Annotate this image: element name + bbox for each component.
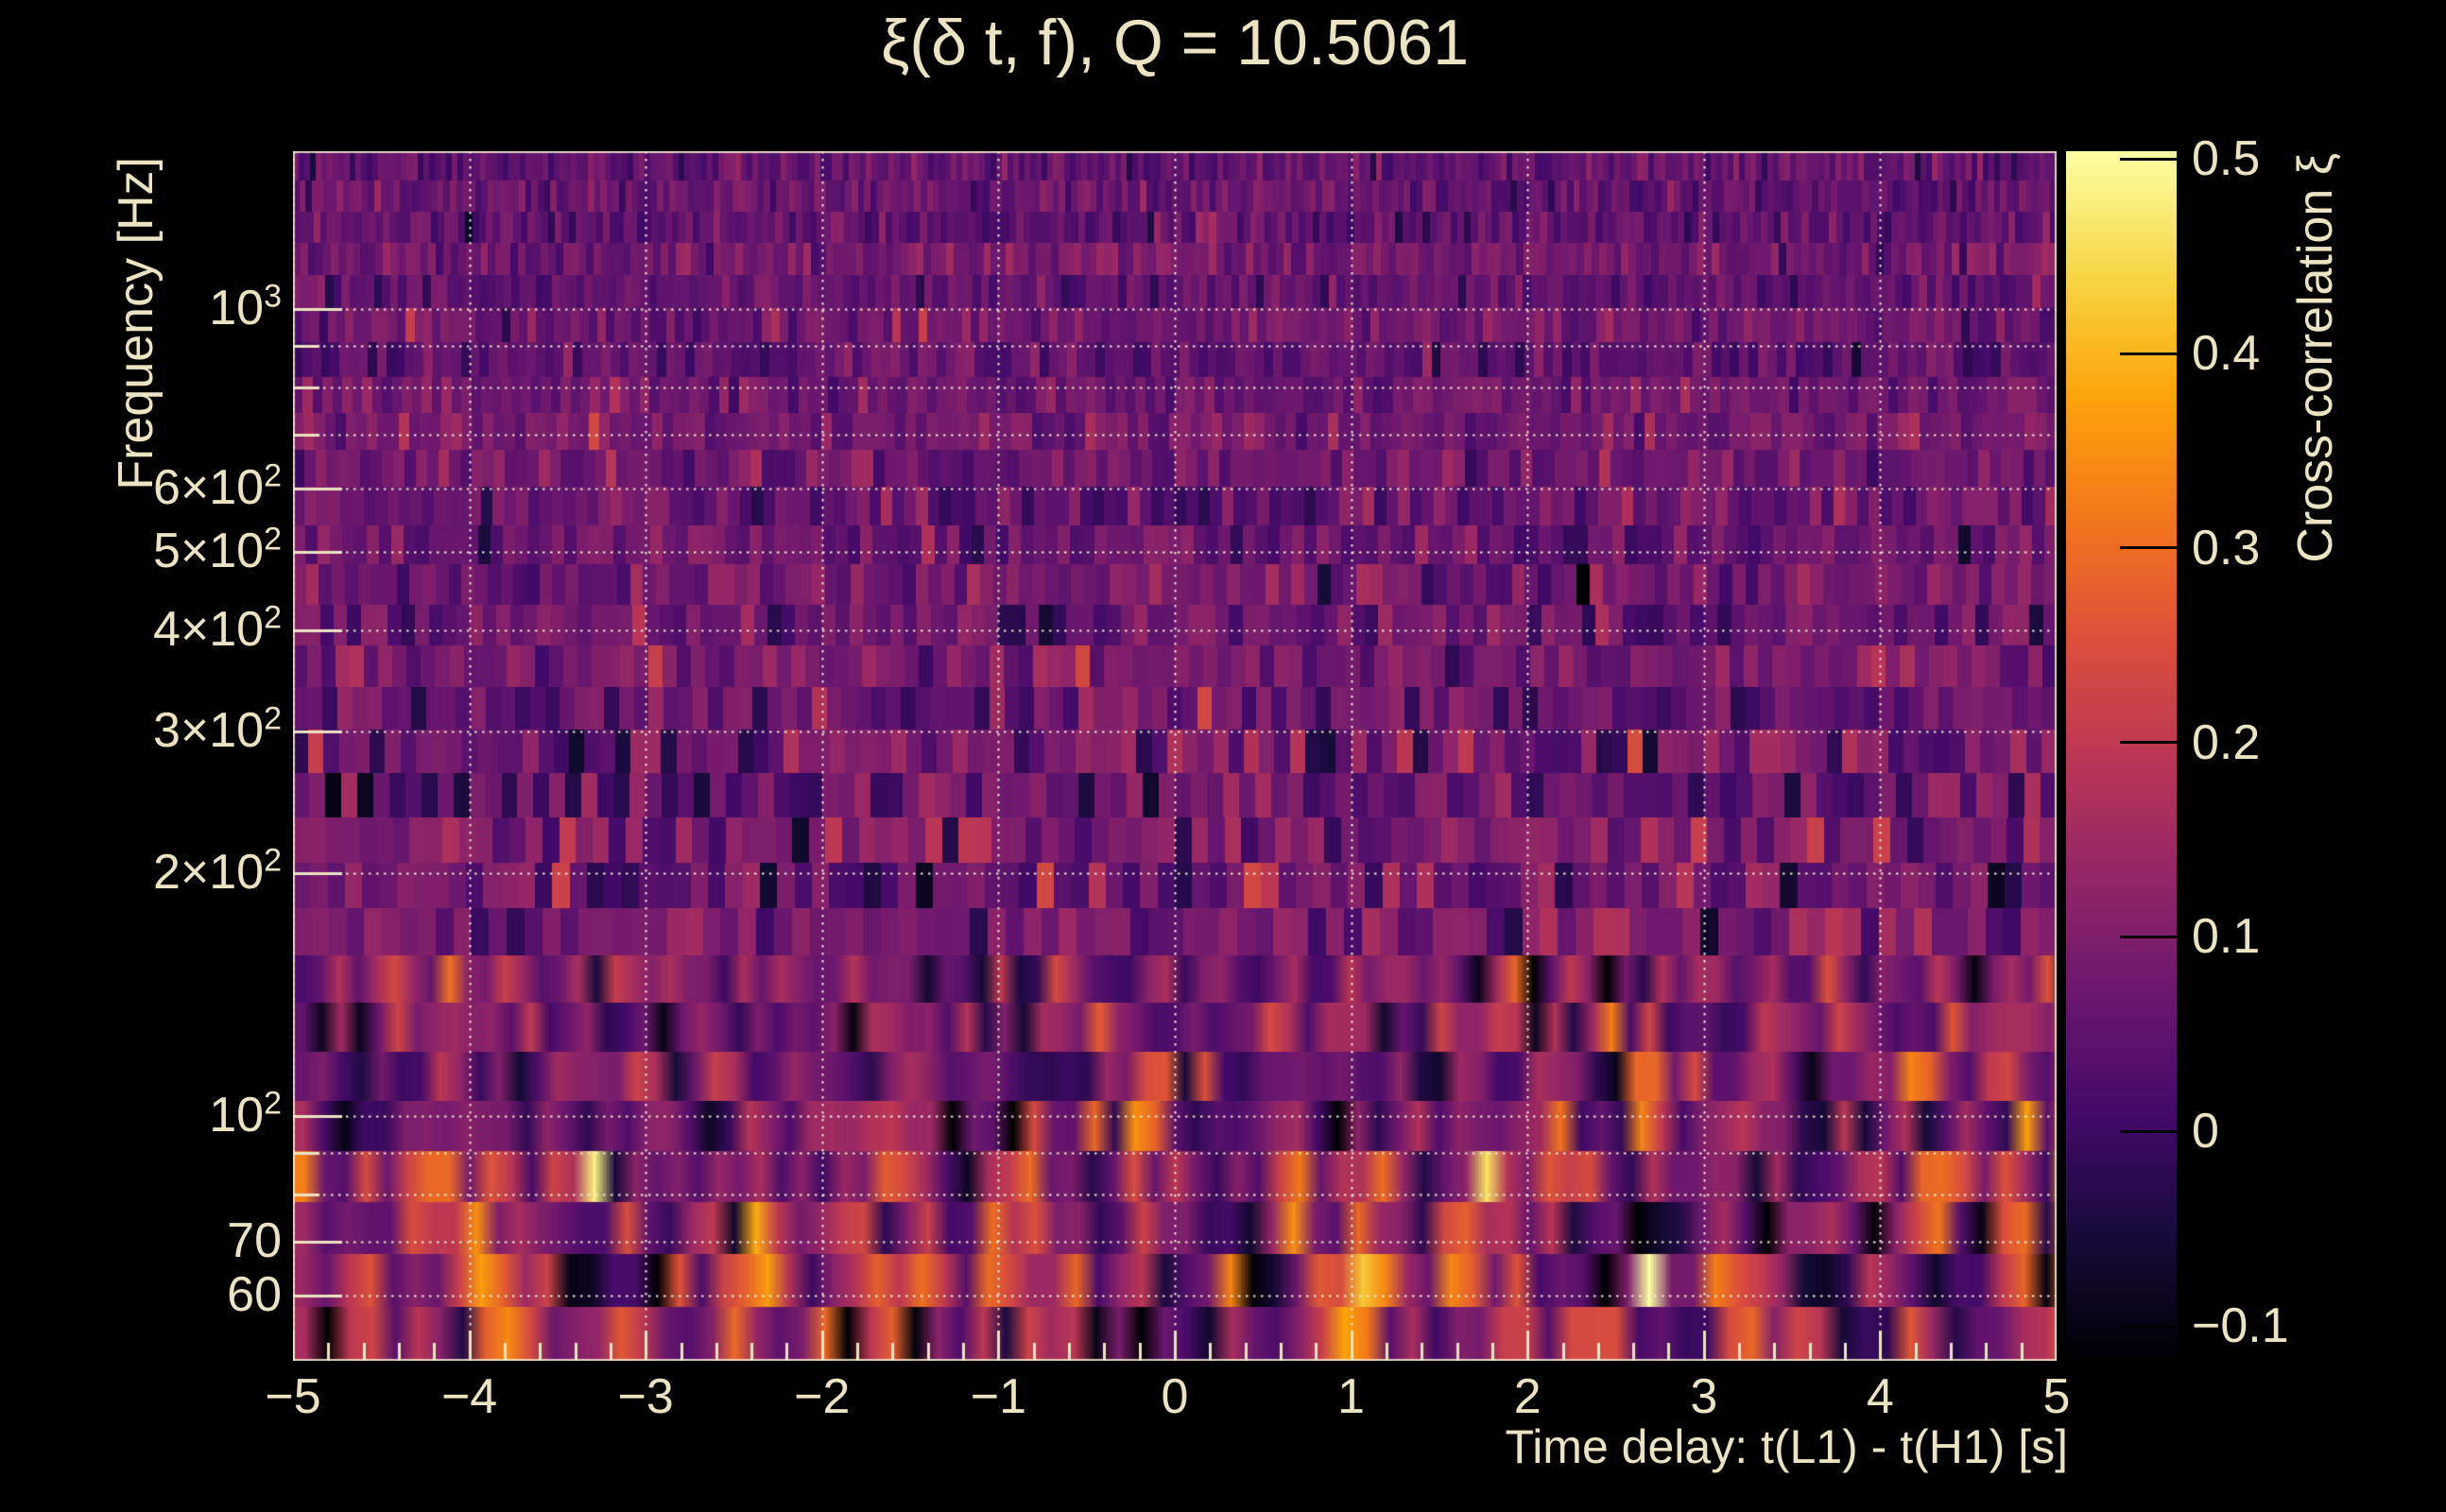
colorbar-tick-label: −0.1 xyxy=(2192,1298,2289,1353)
x-tick-label: 3 xyxy=(1690,1369,1718,1424)
y-tick-label: 103 xyxy=(209,278,282,336)
x-tick-label: −2 xyxy=(794,1369,851,1424)
x-tick-label: 5 xyxy=(2042,1369,2071,1424)
colorbar-tick-label: 0.3 xyxy=(2192,520,2261,576)
x-tick-label: −5 xyxy=(265,1369,321,1424)
colorbar-tick-label: 0.4 xyxy=(2192,326,2261,382)
x-tick-label: −3 xyxy=(617,1369,674,1424)
colorbar-tick xyxy=(2120,157,2177,161)
chart-title: ξ(δ t, f), Q = 10.5061 xyxy=(880,7,1470,78)
colorbar-tick-label: 0.1 xyxy=(2192,909,2261,965)
x-tick-label: −1 xyxy=(970,1369,1027,1424)
y-tick-label: 70 xyxy=(227,1212,282,1268)
x-axis-title: Time delay: t(L1) - t(H1) [s] xyxy=(1505,1420,2068,1473)
colorbar-tick xyxy=(2120,1324,2177,1328)
y-tick-label: 60 xyxy=(227,1266,282,1322)
colorbar-tick-label: 0.5 xyxy=(2192,131,2261,187)
colorbar-tick xyxy=(2120,546,2177,550)
x-tick-label: 1 xyxy=(1337,1369,1366,1424)
y-tick-label: 4×102 xyxy=(152,599,282,658)
y-tick-label: 3×102 xyxy=(152,700,282,758)
colorbar-tick xyxy=(2120,741,2177,745)
colorbar-tick xyxy=(2120,1129,2177,1133)
y-tick-label: 6×102 xyxy=(152,457,282,515)
colorbar-tick xyxy=(2120,352,2177,355)
y-tick-label: 102 xyxy=(209,1086,282,1143)
colorbar-tick xyxy=(2120,935,2177,938)
x-tick-label: 2 xyxy=(1513,1369,1542,1424)
heatmap-plot-area xyxy=(293,151,2057,1361)
y-tick-label: 5×102 xyxy=(152,522,282,579)
x-tick-label: −4 xyxy=(440,1369,498,1424)
colorbar xyxy=(2066,151,2177,1359)
colorbar-tick-label: 0 xyxy=(2192,1104,2219,1160)
x-tick-label: 0 xyxy=(1161,1369,1189,1424)
colorbar-title: Cross-correlation ξ xyxy=(2288,153,2343,563)
colorbar-tick-label: 0.2 xyxy=(2192,714,2261,770)
y-tick-label: 2×102 xyxy=(152,842,282,901)
x-tick-label: 4 xyxy=(1866,1369,1894,1424)
